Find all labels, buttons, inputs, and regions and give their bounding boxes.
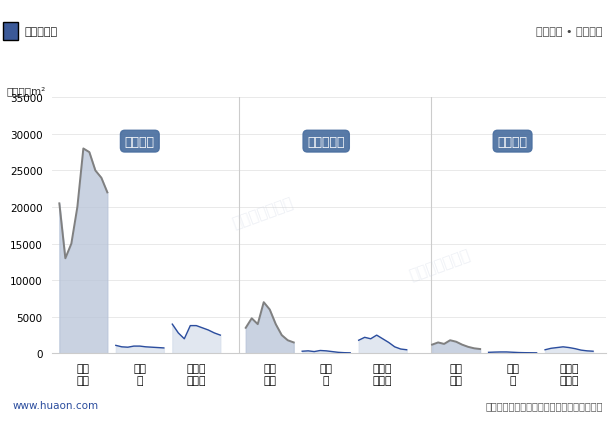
- Text: 华经产业研究院: 华经产业研究院: [230, 195, 295, 231]
- Text: 华经情报网: 华经情报网: [25, 27, 58, 37]
- Text: www.huaon.com: www.huaon.com: [12, 400, 98, 410]
- Text: 数据来源：国家统计局；华经产业研究院整理: 数据来源：国家统计局；华经产业研究院整理: [485, 400, 603, 410]
- Text: 2016-2024年1-10月贵州省房地产施工面积情况: 2016-2024年1-10月贵州省房地产施工面积情况: [161, 54, 454, 72]
- Text: 新开工面积: 新开工面积: [308, 135, 345, 148]
- Text: 单位：万m²: 单位：万m²: [6, 86, 46, 95]
- Text: 竣工面积: 竣工面积: [498, 135, 528, 148]
- Text: 施工面积: 施工面积: [125, 135, 155, 148]
- FancyBboxPatch shape: [3, 23, 18, 41]
- Text: 华经产业研究院: 华经产业研究院: [407, 246, 472, 282]
- Text: 专业严谨 • 客观科学: 专业严谨 • 客观科学: [536, 27, 603, 37]
